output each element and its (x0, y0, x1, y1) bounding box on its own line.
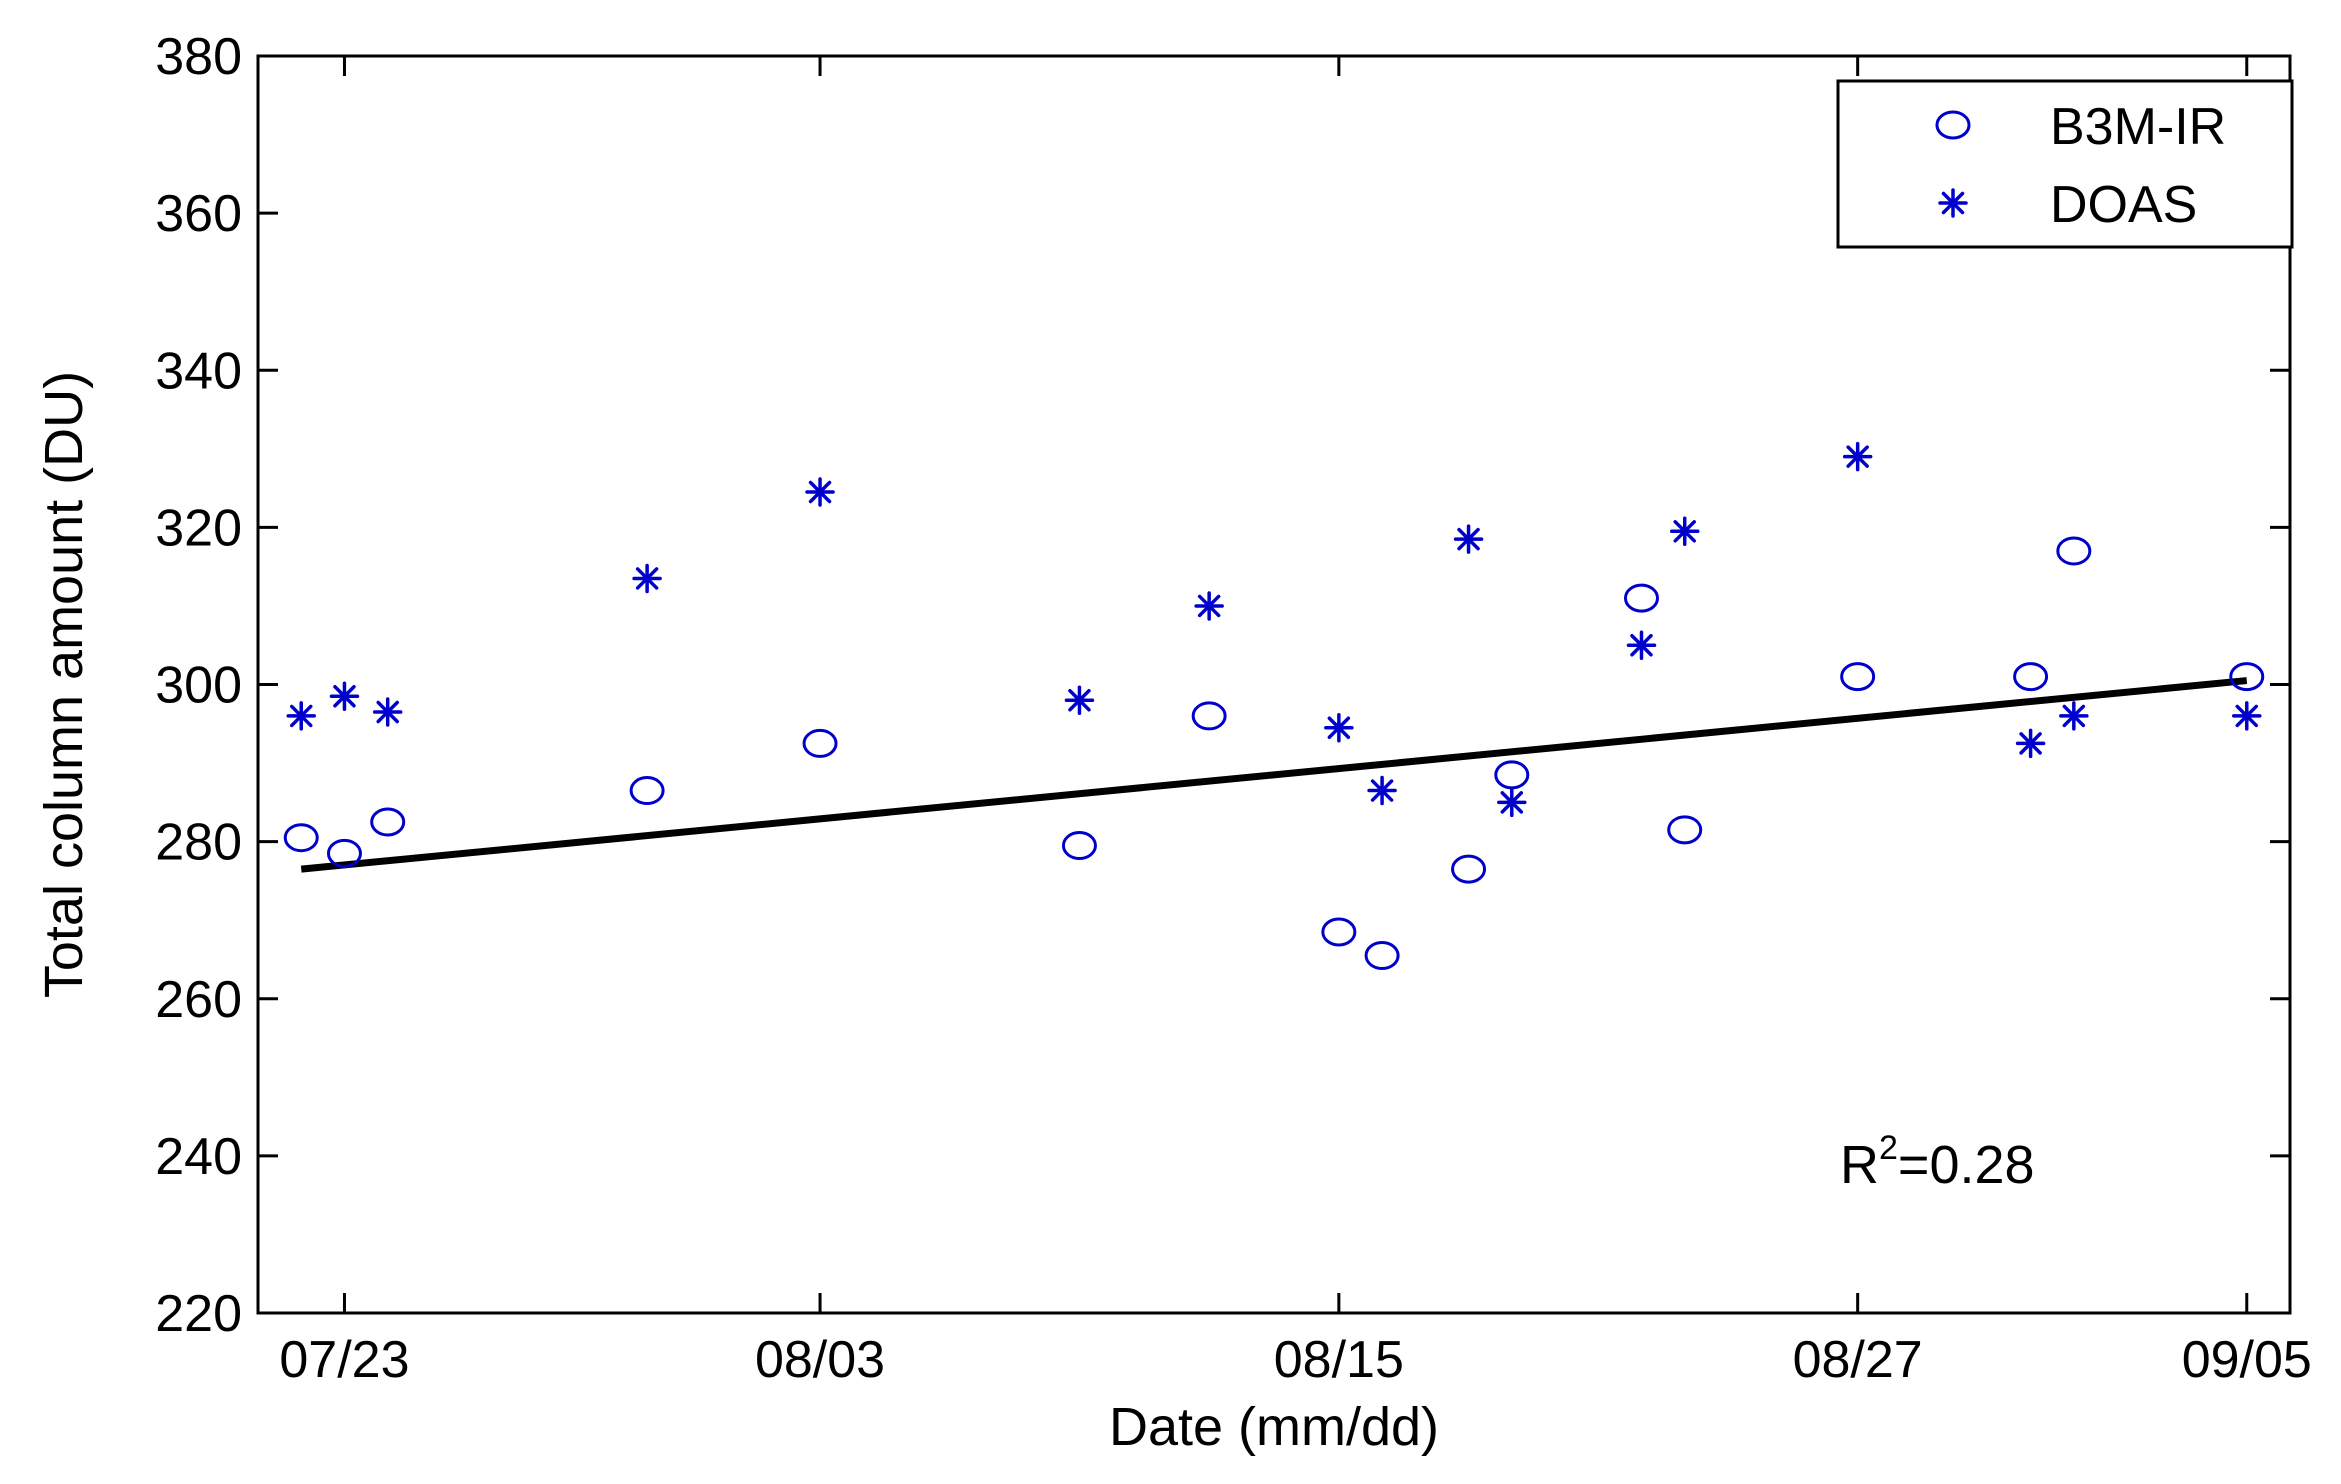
b3m-ir-point (1667, 815, 1703, 845)
y-tick-label: 280 (155, 814, 242, 872)
legend-label: B3M-IR (2050, 98, 2226, 156)
b3m-ir-point (2229, 662, 2265, 692)
doas-point (1453, 524, 1484, 554)
doas-point (1669, 516, 1700, 547)
b3m-ir-point (1191, 701, 1227, 731)
x-tick-label: 08/15 (1274, 1331, 1404, 1389)
doas-point (632, 563, 662, 594)
x-axis-title: Date (mm/dd) (1109, 1397, 1439, 1457)
x-tick-label: 09/05 (2182, 1331, 2312, 1389)
doas-point (286, 701, 316, 731)
b3m-ir-point (1321, 917, 1357, 947)
b3m-ir-point (1451, 854, 1487, 884)
trend-line (300, 677, 2248, 873)
y-axis-title: Total column amount (DU) (34, 371, 94, 998)
doas-point (1064, 685, 1095, 715)
y-tick-label: 340 (155, 342, 242, 400)
legend: B3M-IR DOAS (1836, 79, 2294, 249)
b3m-ir-point (802, 728, 838, 758)
y-tick-label: 300 (155, 657, 242, 715)
b3m-ir-point (326, 838, 362, 868)
axes-layer: 220 240 260 280 300 320 340 360 380 07/23 08/03 08/… (155, 28, 2312, 1389)
x-tick-label: 08/03 (755, 1331, 885, 1389)
b3m-ir-point (2056, 536, 2092, 566)
doas-point (1324, 712, 1354, 743)
legend-label: DOAS (2050, 176, 2197, 234)
doas-point (805, 477, 835, 507)
doas-point (2232, 701, 2262, 731)
b3m-ir-point (1840, 662, 1876, 692)
doas-point (1367, 775, 1397, 806)
legend-asterisk-marker (1938, 188, 1968, 218)
doas-point (1194, 591, 1224, 621)
b3m-ir-point (1494, 760, 1530, 790)
y-tick-label: 320 (155, 499, 242, 557)
y-tick-label: 360 (155, 185, 242, 243)
b3m-ir-point (2013, 662, 2049, 692)
b3m-ir-point (370, 807, 406, 837)
y-tick-label: 260 (155, 971, 242, 1029)
b3m-ir-point (629, 776, 665, 806)
doas-point (1842, 441, 1873, 472)
legend-circle-marker (1935, 110, 1971, 140)
b3m-ir-point (1061, 831, 1097, 861)
y-tick-label: 220 (155, 1285, 242, 1343)
y-tick-label: 240 (155, 1128, 242, 1186)
doas-point (2015, 728, 2046, 759)
b3m-ir-point (283, 823, 319, 853)
b3m-ir-point (1364, 941, 1400, 971)
r-squared-annotation: R2=0.28 (1840, 1129, 2035, 1195)
x-tick-label: 08/27 (1793, 1331, 1923, 1389)
y-tick-label: 380 (155, 28, 242, 86)
legend-box (1836, 79, 2294, 249)
doas-point (1626, 630, 1657, 660)
plot-layer (283, 441, 2265, 971)
doas-point (2059, 701, 2089, 731)
doas-point (1497, 787, 1527, 818)
doas-point (329, 681, 360, 712)
doas-point (372, 697, 403, 727)
x-tick-label: 07/23 (279, 1331, 409, 1389)
b3m-ir-point (1623, 583, 1659, 613)
